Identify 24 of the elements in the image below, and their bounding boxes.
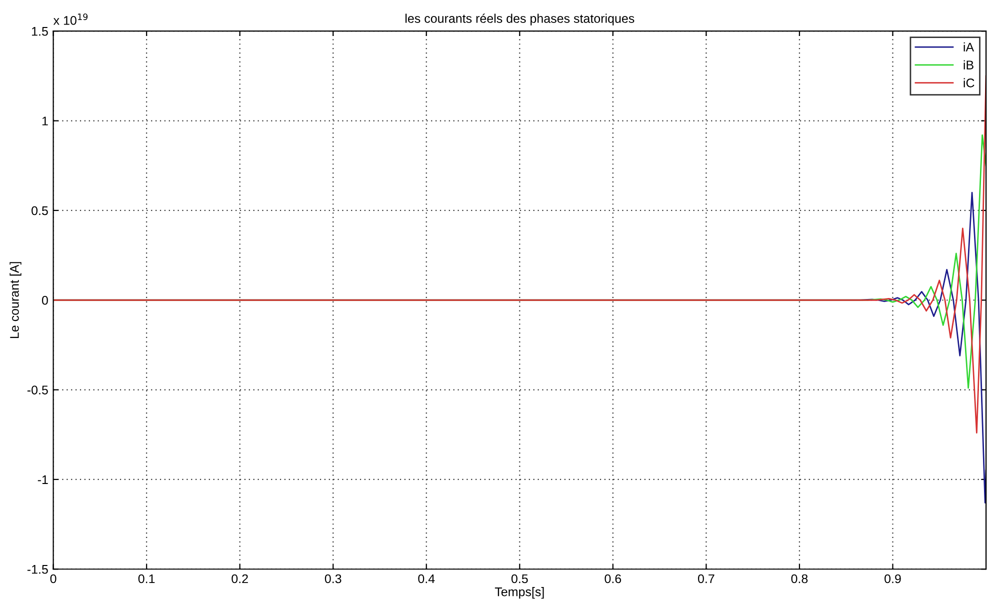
x-tick-label: 0.5 xyxy=(511,574,528,584)
y-tick-label: 0.5 xyxy=(32,206,48,216)
y-tick-label: -1.5 xyxy=(27,565,48,574)
x-tick-label: 0.2 xyxy=(232,574,248,584)
legend-label: iC xyxy=(964,78,974,88)
x-axis-title: Temps[s] xyxy=(494,587,544,599)
x-tick-label: 0.4 xyxy=(418,574,435,584)
y-tick-label: 1.5 xyxy=(32,27,48,36)
legend-label: iB xyxy=(964,60,974,70)
x-tick-label: 0.1 xyxy=(138,574,155,584)
text: x 10$^{19}$ xyxy=(53,13,88,25)
legend-label: iA xyxy=(964,42,974,52)
x-tick-label: 0.6 xyxy=(604,574,622,584)
y-axis-title: Le courant [A] xyxy=(10,262,22,338)
y-tick-label: 1 xyxy=(42,116,48,126)
y-tick-label: -0.5 xyxy=(27,386,48,394)
x-tick-label: 0.8 xyxy=(791,574,808,584)
x-tick-label: 0.7 xyxy=(698,574,714,584)
y-tick-label: 0 xyxy=(42,296,48,305)
x-tick-label: 0 xyxy=(50,574,56,584)
y-tick-label: -1 xyxy=(38,475,48,484)
x-tick-label: 0.9 xyxy=(884,574,901,584)
x-tick-label: 0.3 xyxy=(324,574,342,584)
chart-title: les courants réels des phases statoriques xyxy=(406,14,634,26)
